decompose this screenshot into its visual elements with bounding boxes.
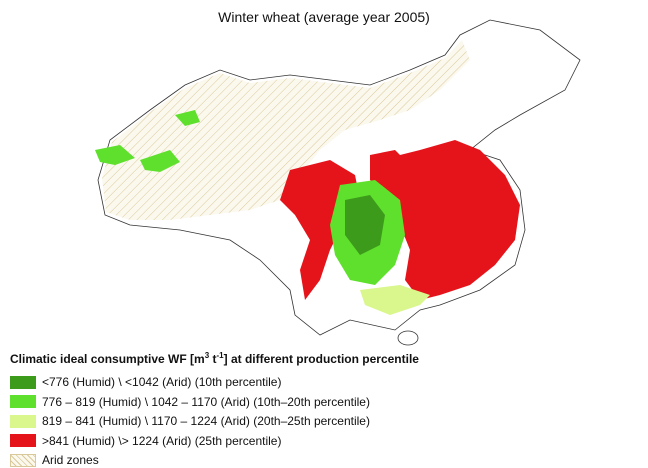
hainan [397,330,419,346]
legend-title-text: Climatic ideal consumptive WF [m [10,352,205,366]
legend-title-sup: 3 [204,351,210,360]
legend-swatch [10,414,36,428]
legend-entry: Arid zones [10,452,99,468]
green-dark [345,195,385,255]
lightgreen-south [360,285,430,315]
legend-label: Arid zones [42,453,99,467]
legend-title-text: ] at different production percentile [223,352,419,366]
legend-entry: 776 – 819 (Humid) \ 1042 – 1170 (Arid) (… [10,394,370,410]
map-title: Winter wheat (average year 2005) [218,9,430,25]
legend-entry: <776 (Humid) \ <1042 (Arid) (10th percen… [10,374,281,390]
legend-title: Climatic ideal consumptive WF [m3 t-1] a… [10,351,419,366]
arid-zone [102,40,470,220]
green-xinjiang [95,110,200,172]
legend-label: 776 – 819 (Humid) \ 1042 – 1170 (Arid) (… [42,394,370,409]
legend-swatch [10,375,36,389]
legend-label: >841 (Humid) \> 1224 (Arid) (25th percen… [42,433,282,448]
legend-title-text: t [209,352,217,366]
legend-label: <776 (Humid) \ <1042 (Arid) (10th percen… [42,375,282,389]
legend-swatch [10,434,36,447]
legend-swatch [10,453,36,467]
red-east [380,140,520,300]
legend-label: 819 – 841 (Humid) \ 1170 – 1224 (Arid) (… [42,414,370,428]
red-central [370,150,410,195]
legend-swatch [10,395,36,408]
legend-entry: >841 (Humid) \> 1224 (Arid) (25th percen… [10,433,281,449]
legend-title-sup: -1 [216,351,224,360]
legend-entry: 819 – 841 (Humid) \ 1170 – 1224 (Arid) (… [10,413,370,429]
